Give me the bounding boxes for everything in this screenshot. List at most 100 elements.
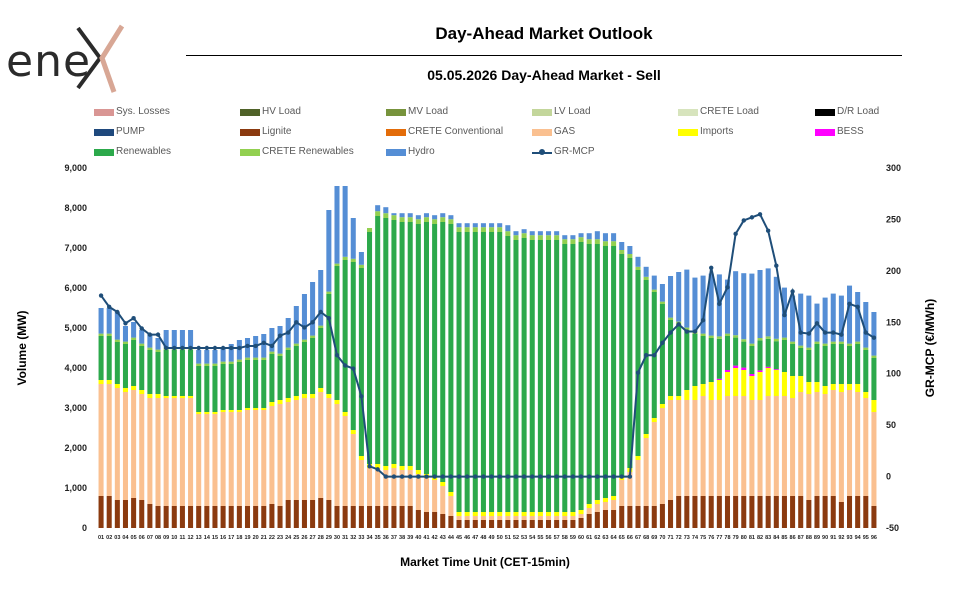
- bar-imports: [212, 412, 218, 414]
- bar-gas: [472, 516, 478, 520]
- bar-lignite: [261, 506, 267, 528]
- bar-renewables: [537, 240, 543, 512]
- legend-label: Renewables: [116, 146, 172, 157]
- bar-gas: [847, 390, 853, 496]
- x-tick-label: 87: [798, 535, 804, 541]
- bar-gas: [139, 394, 145, 500]
- bar-gas: [505, 516, 511, 520]
- legend-label: GR-MCP: [554, 146, 595, 157]
- bar-gas: [863, 398, 869, 496]
- chart-legend: Sys. Losses HV Load MV Load LV Load CRETE Lo…: [94, 106, 894, 166]
- bar-imports: [741, 370, 747, 396]
- legend-marker: [539, 149, 545, 155]
- x-tick-label: 25: [293, 535, 299, 541]
- bar-lignite: [196, 506, 202, 528]
- bar-imports: [765, 368, 771, 396]
- bar-imports: [163, 396, 169, 398]
- bar-renewables: [545, 240, 552, 512]
- bar-imports: [98, 380, 104, 384]
- bar-crete-renewables: [480, 227, 486, 232]
- stacked-bar-chart: 0 1,000 2,000 3,000 4,000 5,000 6,000 7,000 8,00…: [15, 163, 937, 541]
- bar-lignite: [529, 520, 535, 528]
- bar-crete-renewables: [261, 357, 267, 360]
- x-tick-label: 51: [505, 535, 511, 541]
- bar-gas: [415, 474, 421, 510]
- bar-crete-renewables: [415, 219, 421, 224]
- bar-renewables: [464, 232, 470, 512]
- bar-imports: [391, 464, 397, 468]
- bar-renewables: [676, 324, 682, 396]
- bar-lignite: [611, 510, 617, 528]
- x-tick-label: 46: [464, 535, 470, 541]
- x-tick-label: 40: [415, 535, 421, 541]
- bar-imports: [838, 384, 844, 392]
- bar-crete-renewables: [700, 333, 706, 336]
- mcp-point: [619, 474, 624, 479]
- x-tick-label: 76: [708, 535, 714, 541]
- bar-gas: [716, 400, 722, 496]
- bar-lignite: [489, 520, 495, 528]
- x-tick-label: 42: [432, 535, 438, 541]
- bar-renewables: [171, 350, 177, 396]
- bar-lignite: [277, 506, 283, 528]
- logo-text: ene: [6, 36, 92, 87]
- bar-imports: [513, 512, 519, 516]
- bar-gas: [651, 422, 657, 506]
- bar-crete-renewables: [855, 341, 861, 344]
- bar-lignite: [847, 496, 853, 528]
- bar-hydro: [497, 223, 503, 228]
- x-tick-label: 16: [220, 535, 226, 541]
- y-tick-label: 0: [82, 523, 87, 533]
- bar-lignite: [220, 506, 226, 528]
- bar-hydro: [326, 210, 332, 292]
- bar-lignite: [407, 506, 413, 528]
- mcp-point: [489, 474, 494, 479]
- bar-crete-renewables: [383, 213, 389, 218]
- bar-hydro: [635, 256, 641, 267]
- x-tick-label: 67: [635, 535, 641, 541]
- bar-hydro: [594, 231, 600, 240]
- bar-lignite: [749, 496, 755, 528]
- y-tick-label: 9,000: [64, 163, 87, 173]
- bar-imports: [342, 412, 348, 416]
- bar-crete-renewables: [277, 353, 283, 356]
- bar-lignite: [236, 506, 242, 528]
- bar-lignite: [98, 496, 104, 528]
- bar-lignite: [521, 520, 527, 528]
- bar-imports: [139, 390, 145, 394]
- bar-crete-renewables: [399, 217, 405, 222]
- bar-hydro: [822, 297, 828, 344]
- x-tick-label: 52: [513, 535, 519, 541]
- bar-gas: [440, 486, 446, 514]
- bar-hydro: [432, 215, 438, 220]
- bar-lignite: [871, 506, 877, 528]
- bar-hydro: [407, 213, 413, 218]
- legend-label: Hydro: [408, 146, 435, 157]
- mcp-point: [725, 285, 730, 290]
- bar-renewables: [757, 340, 763, 371]
- bar-imports: [261, 408, 267, 410]
- bar-gas: [635, 460, 641, 506]
- title-divider: [186, 55, 902, 56]
- bar-crete-renewables: [643, 276, 649, 280]
- x-tick-label: 50: [497, 535, 503, 541]
- bar-gas: [643, 438, 649, 506]
- bar-lignite: [838, 502, 844, 528]
- legend-swatch: [532, 129, 552, 136]
- x-tick-label: 36: [383, 535, 389, 541]
- bar-imports: [334, 400, 340, 404]
- bar-renewables: [407, 222, 413, 466]
- mcp-point: [318, 309, 323, 315]
- bar-gas: [293, 400, 299, 500]
- bar-crete-renewables: [562, 239, 568, 244]
- bar-crete-renewables: [659, 301, 665, 304]
- legend-label: CRETE Renewables: [262, 146, 354, 157]
- bar-lignite: [578, 518, 584, 528]
- x-tick-label: 45: [456, 535, 462, 541]
- mcp-point: [521, 474, 527, 479]
- bar-renewables: [472, 232, 478, 512]
- bar-gas: [171, 398, 177, 506]
- mcp-point: [798, 330, 803, 335]
- bar-imports: [521, 512, 527, 516]
- bar-gas: [814, 392, 820, 496]
